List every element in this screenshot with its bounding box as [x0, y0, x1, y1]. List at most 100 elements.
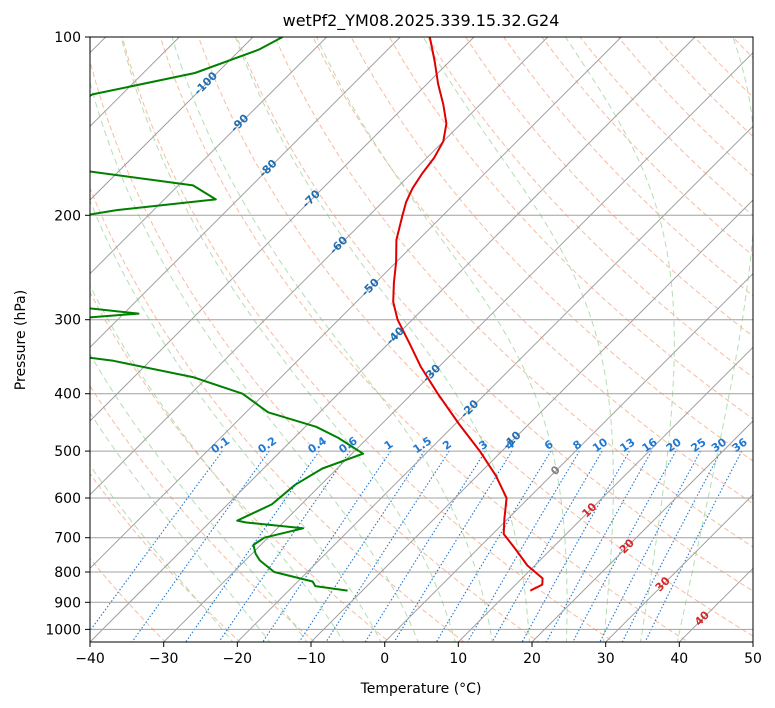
mixing-ratio-line: [364, 450, 486, 642]
mixing-ratio-label: 6: [542, 438, 556, 453]
chart-title: wetPf2_YM08.2025.339.15.32.G24: [283, 11, 560, 31]
mixing-ratio-line: [644, 450, 743, 642]
x-tick-label: −10: [296, 651, 326, 667]
isotherm-label: -30: [420, 361, 443, 384]
dry-adiabat-line: [388, 37, 753, 420]
dry-adiabat-line: [693, 37, 753, 98]
mixing-ratio-label: 0.1: [209, 434, 232, 456]
moist-adiabat-line: [234, 37, 530, 642]
isobar-gridlines: [90, 37, 753, 630]
moist-adiabat-line: [90, 464, 234, 642]
dry-adiabat-line: [90, 472, 241, 642]
x-tick-label: 30: [597, 651, 615, 667]
isotherm-label: -60: [327, 233, 350, 256]
isotherm-gridline: [310, 199, 753, 642]
moist-adiabat-line: [90, 80, 419, 642]
y-tick-label: 100: [54, 30, 81, 46]
isotherm-gridline: [90, 37, 475, 422]
mixing-ratio-label: 10: [590, 435, 610, 455]
moist-adiabat-line: [315, 37, 568, 642]
isotherm-gridline: [90, 37, 549, 496]
isotherm-gridlines: [90, 37, 753, 642]
mixing-ratio-label: 1: [382, 438, 396, 453]
x-tick-label: 50: [744, 651, 762, 667]
moist-adiabat-line: [90, 199, 382, 642]
y-axis-label: Pressure (hPa): [13, 290, 29, 390]
x-tick-label: 10: [449, 651, 467, 667]
y-tick-label: 400: [54, 387, 81, 403]
isotherm-gridline: [90, 37, 401, 349]
mixing-ratio-label: 1.5: [411, 434, 434, 456]
isotherm-gridline: [384, 272, 753, 642]
y-axis-ticks: 100 200 300 400 500 600 700 800 900 1000: [45, 30, 90, 638]
dry-adiabat-line: [745, 10, 775, 645]
y-tick-label: 800: [54, 565, 81, 581]
dry-adiabat-line: [541, 37, 753, 257]
mixing-ratio-line: [298, 450, 425, 642]
isotherm-gridline: [605, 493, 753, 642]
x-tick-label: 40: [670, 651, 688, 667]
y-tick-label: 500: [54, 444, 81, 460]
x-tick-label: 0: [380, 651, 389, 667]
x-tick-label: −30: [149, 651, 179, 667]
mixing-ratio-label: 36: [730, 435, 750, 455]
dewpoint-profile-line: [90, 37, 365, 592]
dry-adiabat-line: [274, 37, 753, 548]
isotherm-gridline: [90, 37, 696, 642]
mixing-ratio-label: 16: [640, 435, 660, 455]
plot-area: -100-90-80-70-60-50-40-30-20-10010203040…: [90, 10, 775, 645]
mixing-ratio-line: [90, 450, 223, 632]
isotherm-gridline: [90, 37, 622, 570]
plot-frame: [89, 36, 754, 643]
mixing-ratio-line: [599, 450, 701, 642]
isotherm-gridline: [678, 567, 753, 642]
mixing-ratio-line: [325, 450, 450, 642]
isotherm-gridline: [90, 37, 328, 275]
mixing-ratio-line: [435, 450, 552, 642]
dry-adiabat-line: [90, 384, 316, 642]
mixing-ratio-line: [572, 450, 677, 642]
mixing-ratio-label: 13: [617, 436, 637, 455]
mixing-ratio-line: [621, 450, 722, 642]
mixing-ratio-label: 20: [664, 435, 684, 455]
isotherm-gridline: [752, 641, 753, 642]
dry-adiabat-line: [159, 37, 690, 642]
x-tick-label: 20: [523, 651, 541, 667]
dry-adiabat-line: [236, 37, 753, 592]
mixing-ratio-line: [185, 450, 320, 642]
y-tick-label: 200: [54, 208, 81, 224]
moist-adiabat-line: [90, 411, 271, 642]
isotherm-gridline: [163, 51, 753, 642]
y-tick-label: 1000: [45, 622, 81, 638]
mixing-ratio-label: 2: [440, 438, 454, 453]
mixing-ratio-label: 0.4: [306, 434, 330, 456]
temperature-profile-line: [392, 37, 544, 592]
mixing-ratio-line: [466, 450, 580, 642]
mixing-ratio-label: 0.2: [256, 434, 279, 456]
sounding-profiles: [90, 37, 544, 592]
dry-adiabat-line: [655, 37, 753, 138]
dry-adiabat-line: [579, 37, 753, 217]
mixing-ratio-line: [131, 450, 270, 642]
isotherm-gridline: [531, 420, 753, 642]
moist-adiabats: [90, 37, 753, 642]
isotherm-gridline: [236, 125, 753, 642]
mixing-ratio-label: 8: [571, 438, 585, 453]
y-tick-label: 300: [54, 313, 81, 329]
dry-adiabat-line: [465, 37, 753, 338]
y-tick-label: 900: [54, 595, 81, 611]
isotherm-gridline: [457, 346, 753, 642]
x-axis-label: Temperature (°C): [360, 681, 482, 697]
dry-adiabat-line: [121, 37, 615, 642]
dry-adiabat-line: [312, 37, 753, 505]
x-axis-ticks: −40 −30 −20 −10 0 10 20 30 40 50: [75, 642, 762, 667]
y-tick-label: 700: [54, 531, 81, 547]
mixing-ratio-labels: 0.1 0.2 0.4 0.6 1 1.5 2 3 4 6 8 10 13 16 20 25 30 36: [209, 434, 750, 456]
dry-adiabats: [90, 10, 775, 645]
x-tick-label: −20: [223, 651, 253, 667]
mixing-ratio-line: [218, 450, 351, 642]
isotherm-gridline: [90, 37, 254, 201]
x-tick-label: −40: [75, 651, 105, 667]
